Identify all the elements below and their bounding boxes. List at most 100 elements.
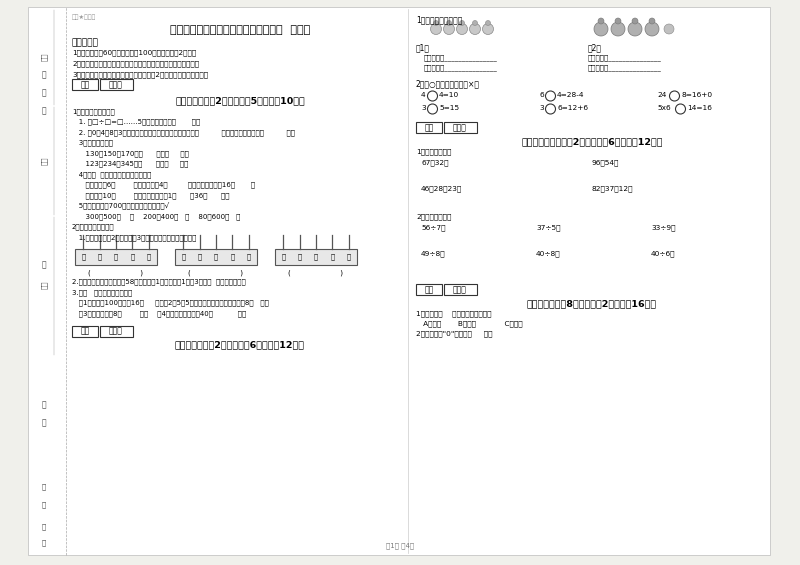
- Circle shape: [594, 22, 608, 36]
- Text: 一、填空题（共2大题，每题5分，共计10分）: 一、填空题（共2大题，每题5分，共计10分）: [175, 96, 305, 105]
- Text: 百: 百: [214, 253, 218, 260]
- Text: 得分: 得分: [80, 327, 90, 336]
- Text: 1、用心想，填一填。: 1、用心想，填一填。: [72, 108, 114, 115]
- Text: 40÷6＝: 40÷6＝: [651, 250, 675, 257]
- Text: 裁: 裁: [42, 524, 46, 531]
- Text: 1、看图列式并计算。: 1、看图列式并计算。: [416, 15, 462, 24]
- Text: 46＋28＋23＝: 46＋28＋23＝: [421, 185, 462, 192]
- Text: 线: 线: [42, 106, 46, 115]
- Text: 4=28-4: 4=28-4: [557, 92, 585, 98]
- Text: 1、考试时间：60分钟。满分为100分（含卷面分2分）。: 1、考试时间：60分钟。满分为100分（含卷面分2分）。: [72, 49, 196, 55]
- Text: 96－54＝: 96－54＝: [591, 159, 618, 166]
- Circle shape: [611, 22, 625, 36]
- Text: 乘法算式：_______________: 乘法算式：_______________: [424, 64, 498, 71]
- Circle shape: [628, 22, 642, 36]
- Text: 2、在○里填上＋、－或×。: 2、在○里填上＋、－或×。: [416, 79, 480, 88]
- Circle shape: [664, 24, 674, 34]
- Text: 学: 学: [42, 401, 46, 410]
- FancyBboxPatch shape: [72, 79, 98, 90]
- Text: 6: 6: [539, 92, 544, 98]
- Circle shape: [615, 18, 621, 24]
- Text: 乘加算式：_______________: 乘加算式：_______________: [588, 54, 662, 61]
- Text: 得分: 得分: [80, 80, 90, 89]
- Text: 三、列竖式计算（共2大题，每题6分，共计12分）: 三、列竖式计算（共2大题，每题6分，共计12分）: [522, 137, 662, 146]
- Text: 2. 从0、4、8、3中选出三个数字组成的最大的三位数是（          ），最小的三位数是（          ）。: 2. 从0、4、8、3中选出三个数字组成的最大的三位数是（ ），最小的三位数是（…: [72, 129, 295, 136]
- Text: 四、选一选（共8小题，每题2分，共计16分）: 四、选一选（共8小题，每题2分，共计16分）: [527, 299, 657, 308]
- Text: 密: 密: [42, 71, 46, 80]
- Text: 2、想一想，填一填。: 2、想一想，填一填。: [72, 224, 114, 230]
- Text: 82－37－12＝: 82－37－12＝: [591, 185, 633, 192]
- Text: A、锐角       B、直角            C、钝角: A、锐角 B、直角 C、钝角: [416, 320, 522, 327]
- Text: 剪: 剪: [42, 540, 46, 546]
- Text: 56÷7＝: 56÷7＝: [421, 224, 446, 231]
- FancyBboxPatch shape: [275, 249, 357, 264]
- Text: 总: 总: [42, 484, 46, 490]
- Text: （2）: （2）: [588, 43, 602, 52]
- Text: 4: 4: [421, 92, 426, 98]
- Circle shape: [434, 20, 438, 25]
- Text: 14=16: 14=16: [687, 105, 712, 111]
- FancyBboxPatch shape: [72, 325, 98, 337]
- Text: 一张桌子高6（        ）；黑板长约4（         ）；一条黄瓜长约16（       ）: 一张桌子高6（ ）；黑板长约4（ ）；一条黄瓜长约16（ ）: [72, 181, 255, 188]
- FancyBboxPatch shape: [416, 284, 442, 295]
- Circle shape: [632, 18, 638, 24]
- FancyBboxPatch shape: [444, 284, 477, 295]
- Text: 微微★自用题: 微微★自用题: [72, 14, 96, 20]
- Text: 评卷人: 评卷人: [109, 80, 123, 89]
- Circle shape: [486, 20, 490, 25]
- Text: （1）: （1）: [416, 43, 430, 52]
- Text: 十: 十: [130, 253, 134, 260]
- Text: 5=15: 5=15: [439, 105, 459, 111]
- Text: 加法算式：_______________: 加法算式：_______________: [424, 54, 498, 61]
- Text: 37÷5＝: 37÷5＝: [536, 224, 561, 231]
- Text: 千: 千: [198, 253, 202, 260]
- Text: 分: 分: [42, 502, 46, 509]
- Text: 评卷人: 评卷人: [453, 285, 467, 294]
- Text: 封: 封: [42, 89, 46, 98]
- Text: 1、用竖式计算。: 1、用竖式计算。: [416, 148, 451, 155]
- FancyBboxPatch shape: [444, 122, 477, 133]
- Text: 4=10: 4=10: [439, 92, 459, 98]
- Text: 乘减算式：_______________: 乘减算式：_______________: [588, 64, 662, 71]
- FancyBboxPatch shape: [100, 79, 133, 90]
- Circle shape: [443, 24, 454, 34]
- Text: 万: 万: [181, 253, 185, 260]
- Text: 学号: 学号: [41, 281, 47, 289]
- Text: 130、150、170、（      ）、（     ）。: 130、150、170、（ ）、（ ）。: [72, 150, 189, 157]
- Text: 2、用竖式计算。: 2、用竖式计算。: [416, 213, 451, 220]
- Text: 得分: 得分: [424, 285, 434, 294]
- Text: 8=16+0: 8=16+0: [681, 92, 712, 98]
- Text: 考试须知：: 考试须知：: [72, 38, 99, 47]
- Text: 49÷8＝: 49÷8＝: [421, 250, 446, 257]
- Text: 3.在（   ）里填合适的单位。: 3.在（ ）里填合适的单位。: [72, 289, 132, 295]
- Text: 二、计算题（共2大题，每题6分，共计12分）: 二、计算题（共2大题，每题6分，共计12分）: [175, 341, 305, 350]
- Text: 6=12+6: 6=12+6: [557, 105, 588, 111]
- Text: 个: 个: [146, 253, 150, 260]
- Circle shape: [459, 20, 465, 25]
- Text: 1.在计数器上用2个珠表示出3个不同的四位数，再写出来。: 1.在计数器上用2个珠表示出3个不同的四位数，再写出来。: [72, 234, 196, 241]
- Text: 3、不要在试卷上乱写乱画，卷面不整洁扣2分，密封线外请勿作答。: 3、不要在试卷上乱写乱画，卷面不整洁扣2分，密封线外请勿作答。: [72, 71, 208, 77]
- Circle shape: [473, 20, 478, 25]
- Text: 40÷8＝: 40÷8＝: [536, 250, 561, 257]
- Circle shape: [446, 20, 451, 25]
- Text: 十: 十: [230, 253, 234, 260]
- Circle shape: [598, 18, 604, 24]
- Text: 2、请首先按要求在试卷的指定位置填写您的姓名、班级、学号。: 2、请首先按要求在试卷的指定位置填写您的姓名、班级、学号。: [72, 60, 199, 67]
- Circle shape: [457, 24, 467, 34]
- Text: (                      ): ( ): [289, 270, 343, 276]
- Text: 3、按规律填数。: 3、按规律填数。: [72, 140, 113, 146]
- Text: （1）小强跑100米用了16（     ）。（2）5枚5角硬币叠在一起的厚度大约是8（   ）。: （1）小强跑100米用了16（ ）。（2）5枚5角硬币叠在一起的厚度大约是8（ …: [72, 299, 269, 306]
- Text: 校: 校: [42, 419, 46, 428]
- FancyBboxPatch shape: [416, 122, 442, 133]
- Text: 姓名: 姓名: [41, 53, 47, 61]
- Text: 百: 百: [114, 253, 118, 260]
- Text: 十: 十: [330, 253, 334, 260]
- Text: (                      ): ( ): [189, 270, 243, 276]
- Text: 邵阳市二年级数学下学期每周一练试卷  附答案: 邵阳市二年级数学下学期每周一练试卷 附答案: [170, 25, 310, 35]
- Text: 个: 个: [347, 253, 350, 260]
- FancyBboxPatch shape: [28, 7, 770, 555]
- Text: 1. 在□÷□=□……5中，除数最小为（       ）。: 1. 在□÷□=□……5中，除数最小为（ ）。: [72, 119, 200, 125]
- Text: 千: 千: [98, 253, 102, 260]
- Text: 24: 24: [657, 92, 666, 98]
- Text: 5x6: 5x6: [657, 105, 670, 111]
